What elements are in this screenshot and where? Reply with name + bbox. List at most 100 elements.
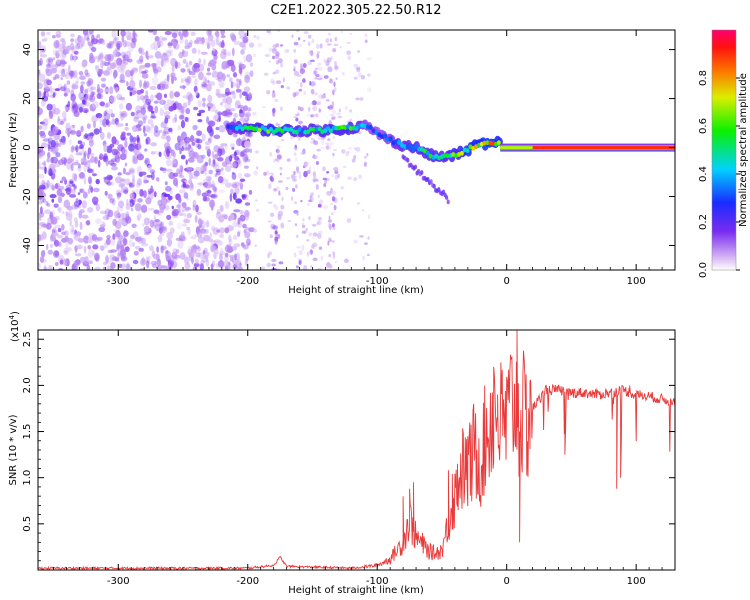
noise-blob bbox=[295, 184, 298, 189]
noise-blob bbox=[156, 59, 161, 67]
noise-blob bbox=[349, 109, 353, 113]
noise-blob bbox=[168, 127, 173, 132]
noise-blob bbox=[110, 249, 117, 253]
noise-blob bbox=[38, 213, 43, 218]
noise-blob bbox=[135, 105, 142, 114]
noise-blob bbox=[202, 102, 206, 108]
noise-blob bbox=[312, 257, 318, 261]
ridge-core bbox=[374, 130, 379, 136]
noise-blob bbox=[310, 88, 315, 95]
noise-blob bbox=[77, 103, 85, 111]
noise-blob bbox=[256, 166, 259, 170]
noise-blob bbox=[213, 186, 217, 192]
noise-blob bbox=[74, 51, 79, 55]
noise-blob bbox=[315, 43, 320, 49]
noise-blob bbox=[53, 133, 60, 141]
noise-blob bbox=[128, 45, 134, 53]
noise-blob bbox=[64, 72, 71, 80]
noise-blob bbox=[287, 219, 292, 223]
noise-blob bbox=[139, 55, 144, 63]
noise-blob bbox=[153, 40, 159, 46]
noise-blob bbox=[67, 237, 74, 245]
noise-blob bbox=[318, 246, 323, 250]
noise-blob bbox=[272, 71, 276, 75]
colorbar-frame bbox=[711, 29, 737, 271]
noise-blob bbox=[156, 212, 161, 216]
noise-blob bbox=[231, 256, 234, 263]
noise-blob bbox=[240, 178, 246, 182]
noise-blob bbox=[79, 172, 85, 179]
noise-blob bbox=[147, 188, 155, 193]
noise-blob bbox=[244, 252, 249, 258]
noise-blob bbox=[206, 102, 214, 109]
noise-blob bbox=[182, 58, 187, 64]
noise-blob bbox=[205, 258, 210, 267]
noise-blob bbox=[239, 262, 242, 267]
noise-blob bbox=[218, 251, 226, 256]
snr-panel: -300 -200 -100 0 100 0.5 1.0 1.5 2.0 2.5 Height o… bbox=[8, 311, 676, 596]
noise-blob bbox=[344, 258, 349, 263]
noise-blob bbox=[166, 238, 173, 247]
noise-blob bbox=[99, 52, 104, 59]
noise-blob bbox=[98, 73, 102, 78]
noise-blob bbox=[41, 231, 47, 240]
noise-blob bbox=[182, 50, 189, 57]
noise-blob bbox=[49, 182, 54, 189]
noise-blob bbox=[353, 177, 358, 182]
noise-blob bbox=[45, 201, 49, 206]
noise-blob bbox=[175, 237, 183, 241]
noise-blob bbox=[57, 115, 60, 122]
noise-blob bbox=[339, 46, 342, 49]
ridge-core bbox=[445, 153, 450, 159]
noise-blob bbox=[55, 152, 61, 158]
noise-blob bbox=[160, 245, 164, 254]
noise-blob bbox=[276, 186, 280, 191]
noise-blob bbox=[73, 110, 80, 118]
noise-blob bbox=[317, 62, 322, 67]
noise-blob bbox=[145, 136, 151, 145]
noise-blob bbox=[156, 177, 160, 182]
noise-blob bbox=[308, 199, 313, 202]
noise-blob bbox=[92, 187, 100, 193]
noise-blob bbox=[353, 63, 358, 67]
noise-blob bbox=[38, 82, 43, 90]
ridge-core bbox=[326, 126, 330, 131]
noise-blob bbox=[163, 103, 171, 111]
noise-blob bbox=[347, 176, 352, 180]
noise-blob bbox=[48, 168, 53, 177]
noise-blob bbox=[115, 86, 118, 94]
noise-blob bbox=[167, 172, 171, 177]
noise-blob bbox=[79, 75, 86, 80]
noise-blob bbox=[237, 104, 244, 109]
noise-blob bbox=[167, 42, 173, 47]
noise-blob bbox=[89, 85, 94, 94]
noise-blob bbox=[125, 178, 131, 186]
noise-blob bbox=[136, 134, 140, 142]
snr-x-tick-label: -300 bbox=[107, 576, 130, 587]
spectrogram-frame bbox=[37, 29, 676, 271]
noise-blob bbox=[332, 251, 336, 255]
noise-blob bbox=[65, 184, 72, 192]
noise-blob bbox=[90, 186, 94, 193]
noise-blob bbox=[303, 39, 306, 42]
noise-blob bbox=[124, 41, 131, 47]
noise-blob bbox=[98, 53, 104, 62]
ridge-core bbox=[263, 126, 268, 132]
noise-blob bbox=[272, 225, 278, 230]
noise-blob bbox=[224, 102, 232, 110]
noise-blob bbox=[70, 163, 74, 172]
noise-blob bbox=[171, 157, 177, 165]
noise-blob bbox=[234, 253, 237, 261]
noise-blob bbox=[166, 74, 170, 82]
noise-blob bbox=[163, 111, 171, 115]
ridge-core bbox=[280, 128, 285, 134]
noise-blob bbox=[308, 232, 312, 237]
noise-blob bbox=[228, 238, 233, 245]
noise-blob bbox=[64, 188, 71, 192]
noise-blob bbox=[49, 194, 57, 199]
noise-blob bbox=[229, 193, 233, 202]
noise-blob bbox=[191, 251, 195, 258]
noise-blob bbox=[314, 77, 319, 80]
noise-blob bbox=[340, 31, 343, 34]
noise-blob bbox=[270, 176, 275, 183]
